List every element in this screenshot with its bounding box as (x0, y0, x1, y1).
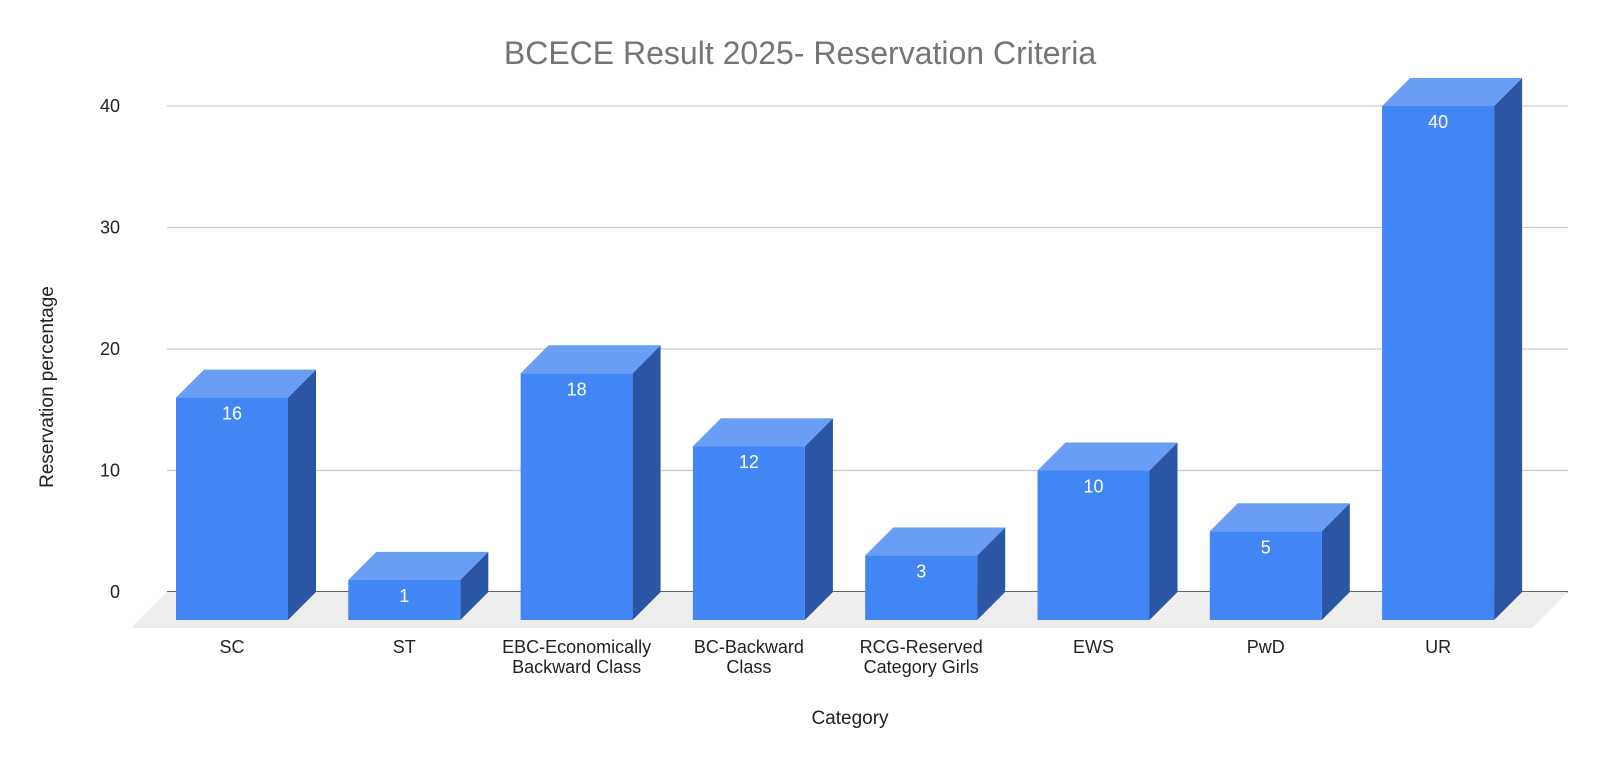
x-category-label-line: SC (219, 637, 244, 657)
bar-top (692, 418, 833, 447)
bar-front (520, 373, 633, 620)
bar-top (1382, 78, 1523, 106)
x-category-label-line: PwD (1247, 637, 1285, 657)
bar-top (1037, 442, 1178, 471)
bar-0 (176, 369, 316, 620)
bar-3 (692, 418, 833, 620)
x-category-label-line: BC-Backward (694, 637, 804, 657)
bar-value-label: 5 (1261, 537, 1271, 557)
bar-4 (865, 527, 1006, 620)
bar-top (865, 527, 1006, 556)
x-category-label-line: EWS (1073, 637, 1114, 657)
x-category-label: PwD (1247, 637, 1285, 657)
x-category-label: SC (219, 637, 244, 657)
bar-front (1037, 470, 1150, 620)
bar-value-label: 3 (916, 562, 926, 582)
x-category-label: BC-Backward Class (694, 637, 804, 677)
floor-layer (131, 592, 1568, 628)
x-category-label-line: RCG-Reserved (860, 637, 983, 657)
bar-side (288, 369, 316, 620)
bar-front (348, 579, 461, 620)
bar-front (1382, 106, 1495, 620)
bar-2 (520, 345, 661, 620)
bar-side (460, 551, 489, 620)
bar-front (692, 446, 805, 620)
x-category-label-line: Category Girls (864, 657, 979, 677)
y-tick-label: 0 (110, 582, 120, 602)
bar-value-label: 16 (222, 404, 242, 424)
bar-value-label: 18 (567, 379, 587, 399)
y-axis-title: Reservation percentage (37, 286, 58, 488)
bar-value-label: 10 (1083, 477, 1103, 497)
x-category-label: UR (1425, 637, 1451, 657)
bar-top (176, 369, 316, 398)
bar-side (1321, 503, 1350, 620)
x-category-label-line: EBC-Economically (502, 637, 651, 657)
labels-layer: 16 SC 1 ST 18 EBC-Economically Backward Class 1… (219, 112, 1451, 677)
bar-top (520, 345, 661, 374)
bar-front (1209, 531, 1322, 620)
chart-floor (131, 592, 1568, 628)
bar-front (865, 555, 978, 620)
x-category-label-line: UR (1425, 637, 1451, 657)
x-category-label: EBC-Economically Backward Class (502, 637, 651, 677)
x-category-label: ST (393, 637, 416, 657)
bar-side (632, 345, 661, 620)
bar-value-label: 1 (399, 586, 409, 606)
bar-front (176, 397, 288, 620)
bar-value-label: 12 (739, 452, 759, 472)
bar-5 (1037, 442, 1178, 620)
y-tick-label: 40 (100, 96, 120, 116)
bar-top (1209, 503, 1350, 532)
x-category-label-line: ST (393, 637, 416, 657)
bar-value-label: 40 (1428, 112, 1448, 132)
chart-title: BCECE Result 2025- Reservation Criteria (504, 35, 1096, 71)
x-category-label: RCG-Reserved Category Girls (860, 637, 983, 677)
bars-layer (176, 78, 1523, 620)
y-tick-label: 20 (100, 339, 120, 359)
y-tick-label: 10 (100, 461, 120, 481)
x-axis-title: Category (811, 708, 889, 729)
bar-6 (1209, 503, 1350, 620)
bar-side (1494, 78, 1523, 620)
bar-7 (1382, 78, 1523, 620)
x-category-label-line: Class (726, 657, 771, 677)
x-category-label: EWS (1073, 637, 1114, 657)
x-category-label-line: Backward Class (512, 657, 641, 677)
bar-top (348, 551, 489, 580)
bar-side (977, 527, 1006, 620)
bar-side (804, 418, 833, 620)
bar-1 (348, 551, 489, 620)
bar-side (1149, 442, 1178, 620)
y-tick-label: 30 (100, 218, 120, 238)
